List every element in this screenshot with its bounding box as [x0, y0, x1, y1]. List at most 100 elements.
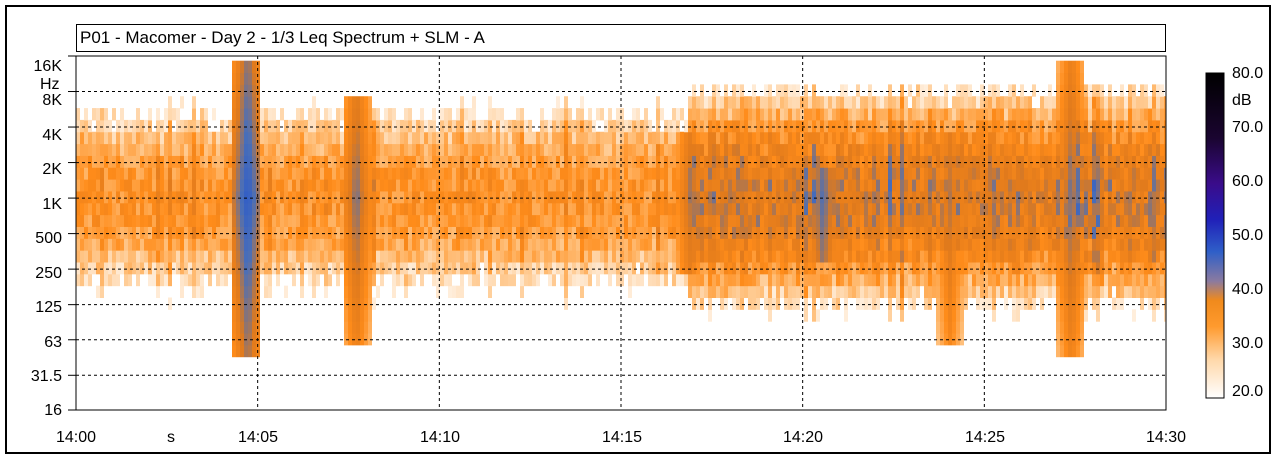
heatmap-cell	[732, 273, 736, 287]
heatmap-cell	[1076, 131, 1080, 145]
heatmap-cell	[172, 226, 176, 239]
heatmap-cell	[216, 214, 220, 227]
heatmap-cell	[468, 214, 472, 227]
heatmap-cell	[1108, 96, 1112, 109]
heatmap-cell	[1032, 297, 1036, 310]
heatmap-cell	[924, 179, 928, 192]
heatmap-cell	[824, 131, 828, 145]
heatmap-cell	[1104, 96, 1108, 109]
heatmap-cell	[1040, 202, 1044, 216]
heatmap-cell	[808, 214, 812, 227]
heatmap-cell	[1092, 96, 1096, 109]
heatmap-cell	[316, 250, 320, 263]
heatmap-cell	[1116, 190, 1120, 204]
heatmap-cell	[808, 131, 812, 145]
heatmap-cell	[276, 167, 280, 180]
heatmap-cell	[432, 108, 436, 121]
colorbar-tick-label: 40.0	[1232, 281, 1264, 298]
heatmap-cell	[560, 167, 564, 180]
heatmap-cell	[608, 273, 612, 287]
heatmap-cell	[1032, 261, 1036, 275]
heatmap-cell	[664, 155, 668, 168]
heatmap-cell	[228, 179, 232, 192]
heatmap-cell	[856, 226, 860, 239]
heatmap-cell	[300, 131, 304, 145]
heatmap-cell	[320, 143, 324, 156]
heatmap-cell	[612, 179, 616, 192]
heatmap-cell	[212, 261, 216, 275]
heatmap-cell	[152, 143, 156, 156]
heatmap-cell	[460, 155, 464, 168]
heatmap-cell	[924, 226, 928, 239]
heatmap-cell	[444, 108, 448, 121]
heatmap-cell	[1076, 214, 1080, 227]
heatmap-cell	[1004, 190, 1008, 204]
heatmap-cell	[524, 261, 528, 275]
heatmap-cell	[556, 250, 560, 263]
heatmap-cell	[780, 190, 784, 204]
heatmap-cell	[552, 190, 556, 204]
heatmap-cell	[1000, 238, 1004, 251]
heatmap-cell	[676, 119, 680, 133]
heatmap-cell	[144, 155, 148, 168]
heatmap-cell	[236, 179, 240, 192]
heatmap-cell	[204, 190, 208, 204]
heatmap-cell	[428, 179, 432, 192]
heatmap-cell	[1032, 108, 1036, 121]
heatmap-cell	[192, 190, 196, 204]
heatmap-cell	[1104, 273, 1108, 287]
heatmap-cell	[776, 285, 780, 299]
heatmap-cell	[1004, 179, 1008, 192]
heatmap-cell	[96, 250, 100, 263]
heatmap-cell	[108, 202, 112, 216]
heatmap-cell	[724, 285, 728, 299]
heatmap-cell	[724, 261, 728, 275]
heatmap-cell	[268, 285, 272, 299]
heatmap-cell	[984, 131, 988, 145]
heatmap-cell	[292, 261, 296, 275]
heatmap-cell	[176, 226, 180, 239]
heatmap-cell	[492, 108, 496, 121]
heatmap-cell	[720, 119, 724, 133]
heatmap-cell	[272, 119, 276, 133]
heatmap-cell	[692, 167, 696, 180]
heatmap-cell	[704, 96, 708, 109]
heatmap-cell	[180, 167, 184, 180]
heatmap-cell	[512, 226, 516, 239]
heatmap-cell	[412, 119, 416, 133]
heatmap-cell	[876, 238, 880, 251]
heatmap-cell	[1124, 273, 1128, 287]
heatmap-cell	[808, 119, 812, 133]
heatmap-cell	[116, 226, 120, 239]
heatmap-cell	[1064, 309, 1068, 322]
heatmap-cell	[1008, 131, 1012, 145]
heatmap-cell	[780, 250, 784, 263]
heatmap-cell	[288, 214, 292, 227]
heatmap-cell	[612, 190, 616, 204]
heatmap-cell	[944, 96, 948, 109]
heatmap-cell	[320, 190, 324, 204]
heatmap-cell	[784, 238, 788, 251]
heatmap-cell	[740, 238, 744, 251]
heatmap-cell	[416, 226, 420, 239]
heatmap-cell	[448, 155, 452, 168]
heatmap-cell	[984, 202, 988, 216]
heatmap-cell	[600, 155, 604, 168]
heatmap-cell	[692, 226, 696, 239]
heatmap-cell	[616, 155, 620, 168]
heatmap-cell	[676, 108, 680, 121]
heatmap-cell	[816, 226, 820, 239]
heatmap-cell	[1100, 84, 1104, 97]
heatmap-cell	[1064, 131, 1068, 145]
heatmap-cell	[1100, 108, 1104, 121]
heatmap-cell	[384, 155, 388, 168]
heatmap-cell	[1028, 96, 1032, 109]
heatmap-cell	[852, 238, 856, 251]
heatmap-cell	[1008, 238, 1012, 251]
heatmap-cell	[988, 261, 992, 275]
heatmap-cell	[840, 273, 844, 287]
heatmap-cell	[356, 321, 360, 334]
heatmap-cell	[848, 190, 852, 204]
heatmap-cell	[740, 96, 744, 109]
heatmap-cell	[400, 202, 404, 216]
